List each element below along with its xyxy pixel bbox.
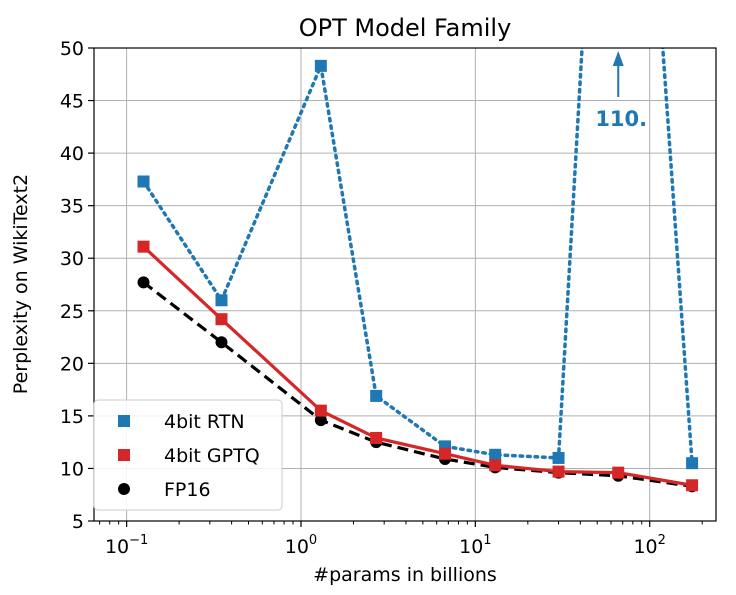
point-4bit-gptq	[552, 465, 565, 478]
legend-label-fp16: FP16	[164, 479, 211, 501]
chart-title: OPT Model Family	[299, 14, 512, 42]
point-4bit-rtn	[215, 294, 228, 307]
legend-label-4bit-rtn: 4bit RTN	[164, 411, 245, 433]
series-layer	[137, 48, 699, 493]
point-4bit-gptq	[314, 404, 327, 417]
x-tick-label: 100	[285, 533, 317, 558]
annotation-label: 110.	[595, 107, 647, 131]
point-4bit-gptq	[686, 479, 699, 492]
annotation-arrowhead	[612, 51, 624, 66]
point-4bit-gptq	[489, 459, 502, 472]
point-4bit-gptq	[370, 431, 383, 444]
legend-marker-fp16	[118, 483, 130, 495]
point-4bit-gptq	[215, 313, 228, 326]
plot-frame	[93, 47, 717, 522]
point-fp16	[314, 414, 327, 427]
point-4bit-gptq	[612, 466, 625, 479]
series-line-4bit-rtn	[141, 48, 694, 465]
x-axis-label: #params in billions	[313, 564, 497, 586]
y-tick-label: 30	[60, 248, 84, 270]
point-4bit-rtn	[686, 457, 699, 470]
y-tick-label: 15	[60, 406, 84, 428]
annotation-layer: 110.	[595, 51, 647, 131]
y-tick-label: 45	[60, 91, 84, 113]
y-tick-label: 35	[60, 196, 84, 218]
y-tick-label: 20	[60, 353, 84, 375]
legend-marker-4bit-gptq	[118, 449, 130, 461]
y-axis-label: Perplexity on WikiText2	[10, 174, 32, 394]
legend: 4bit RTN 4bit GPTQ FP16	[93, 399, 283, 511]
x-tick-label: 101	[459, 533, 491, 558]
point-4bit-rtn	[137, 175, 150, 188]
y-tick-label: 10	[60, 458, 84, 480]
legend-label-4bit-gptq: 4bit GPTQ	[164, 445, 260, 467]
point-4bit-gptq	[439, 447, 452, 460]
point-4bit-rtn	[314, 59, 327, 72]
series-line-fp16	[142, 281, 693, 488]
point-4bit-gptq	[137, 240, 150, 253]
point-fp16	[137, 276, 150, 289]
y-tick-label: 50	[60, 38, 84, 60]
y-tick-label: 40	[60, 143, 84, 165]
point-fp16	[215, 336, 228, 349]
point-4bit-rtn	[489, 448, 502, 461]
legend-marker-4bit-rtn	[118, 415, 130, 427]
ticks: 5 10 15 20 25 30 35 40 45 50 10−1 100 101 102	[60, 38, 703, 558]
x-tick-label: 10−1	[105, 533, 148, 558]
point-4bit-rtn	[552, 451, 565, 464]
point-4bit-rtn	[370, 389, 383, 402]
y-tick-label: 5	[72, 511, 84, 533]
y-tick-label: 25	[60, 301, 84, 323]
x-tick-label: 102	[633, 533, 665, 558]
legend-frame	[93, 399, 283, 511]
grid	[94, 47, 716, 522]
